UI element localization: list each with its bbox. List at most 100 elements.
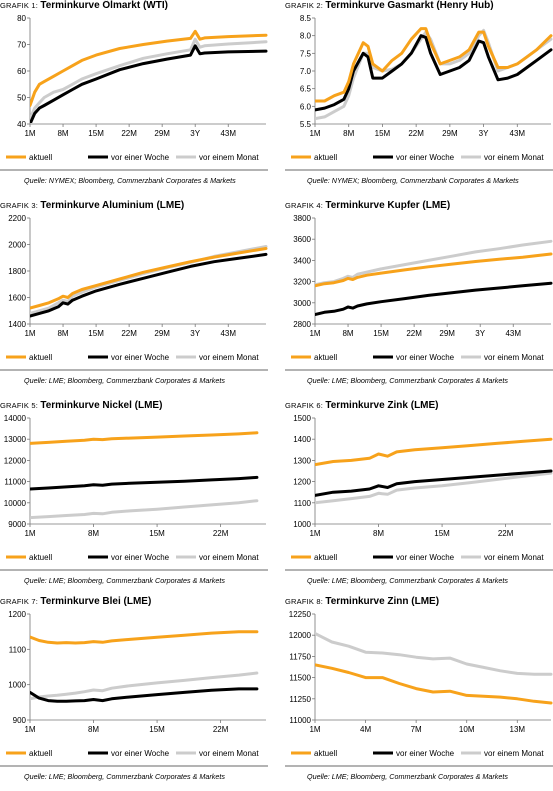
x-tick-label: 1M [24, 529, 35, 538]
series-woche-line [315, 281, 553, 316]
y-tick-label: 1100 [294, 499, 312, 508]
series-woche-line [30, 475, 259, 491]
legend-label: vor einem Monat [199, 553, 259, 562]
chart-svg: 1400 1600 1800 2000 2200 1M 8M 15M 22M 29M 3Y 43M ak… [6, 214, 268, 362]
y-tick-label: 3400 [293, 256, 311, 265]
y-tick-label: 900 [13, 716, 27, 725]
chart-panel-6: GRAFIK 6: Terminkurve Zink (LME) 1000 1100… [285, 400, 553, 595]
legend-label: aktuell [29, 153, 52, 162]
x-tick-label: 15M [434, 529, 450, 538]
x-tick-label: 3Y [190, 129, 200, 138]
legend-label: aktuell [29, 553, 52, 562]
chart-svg: 9000 10000 11000 12000 13000 14000 1M 8M 15M 22M a… [4, 414, 266, 562]
x-tick-label: 1M [309, 329, 320, 338]
separator-rule [0, 765, 268, 767]
chart-title: GRAFIK 5: Terminkurve Nickel (LME) [0, 400, 162, 411]
y-tick-label: 1100 [9, 645, 27, 654]
figure-label: GRAFIK 8: [285, 597, 326, 606]
legend-label: vor einem Monat [484, 749, 544, 758]
source-note: Quelle: LME; Bloomberg, Commerzbank Corp… [307, 376, 508, 385]
x-tick-label: 1M [24, 129, 35, 138]
x-tick-label: 43M [220, 129, 236, 138]
x-tick-label: 22M [406, 329, 422, 338]
legend-label: aktuell [314, 749, 337, 758]
source-note: Quelle: NYMEX; Bloomberg, Commerzbank Co… [307, 176, 519, 185]
x-tick-label: 7M [411, 725, 422, 734]
y-tick-label: 14000 [4, 414, 27, 423]
y-tick-label: 7.0 [300, 67, 312, 76]
legend-label: vor einem Monat [484, 153, 544, 162]
figure-label: GRAFIK 5: [0, 401, 41, 410]
chart-title: GRAFIK 8: Terminkurve Zinn (LME) [285, 596, 439, 607]
x-tick-label: 29M [154, 129, 170, 138]
legend-label: vor einem Monat [199, 749, 259, 758]
x-tick-label: 3Y [475, 329, 485, 338]
series-aktuell-line [30, 431, 259, 445]
y-tick-label: 13000 [4, 435, 27, 444]
y-tick-label: 1300 [293, 456, 311, 465]
x-tick-label: 1M [24, 725, 35, 734]
chart-panel-3: GRAFIK 3: Terminkurve Aluminium (LME) 140… [0, 200, 268, 395]
y-tick-label: 1400 [293, 435, 311, 444]
x-tick-label: 22M [408, 129, 424, 138]
chart-panel-5: GRAFIK 5: Terminkurve Nickel (LME) 9000 10… [0, 400, 268, 595]
x-tick-label: 15M [375, 129, 391, 138]
chart-title: GRAFIK 6: Terminkurve Zink (LME) [285, 400, 439, 411]
source-note: Quelle: LME; Bloomberg, Commerzbank Corp… [24, 772, 225, 781]
x-tick-label: 43M [505, 329, 521, 338]
x-tick-label: 15M [88, 329, 104, 338]
x-tick-label: 15M [149, 529, 165, 538]
figure-label: GRAFIK 7: [0, 597, 41, 606]
chart-panel-7: GRAFIK 7: Terminkurve Blei (LME) 900 1000 1… [0, 596, 268, 791]
y-tick-label: 5.5 [300, 120, 312, 129]
figure-label: GRAFIK 3: [0, 201, 41, 210]
title-text: Terminkurve Blei (LME) [40, 596, 152, 607]
x-tick-label: 3Y [479, 129, 489, 138]
y-tick-label: 8.5 [300, 14, 312, 23]
series-monat-line [30, 499, 259, 520]
x-tick-label: 1M [24, 329, 35, 338]
y-tick-label: 1200 [8, 610, 26, 619]
series-aktuell-line [30, 630, 259, 645]
chart-svg: 40 50 60 70 80 1M 8M 15M 22M 29M 3Y 43M aktuell vor e… [6, 14, 268, 162]
title-text: Terminkurve Nickel (LME) [40, 400, 163, 411]
y-tick-label: 11000 [4, 478, 26, 487]
x-tick-label: 22M [121, 129, 137, 138]
x-tick-label: 3Y [190, 329, 200, 338]
figure-label: GRAFIK 6: [285, 401, 326, 410]
series-aktuell-line [315, 27, 553, 103]
series-woche-line [315, 721, 551, 724]
y-tick-label: 50 [17, 94, 26, 103]
legend-label: vor einer Woche [396, 749, 455, 758]
series-woche-line [30, 44, 268, 123]
y-tick-label: 40 [17, 120, 26, 129]
separator-rule [0, 169, 268, 171]
source-note: Quelle: LME; Bloomberg, Commerzbank Corp… [24, 576, 225, 585]
series-monat-line [315, 239, 553, 287]
x-tick-label: 8M [88, 725, 99, 734]
separator-rule [0, 369, 268, 371]
series-woche-line [315, 34, 553, 112]
title-text: Terminkurve Zink (LME) [325, 400, 439, 411]
legend-label: vor einer Woche [111, 749, 170, 758]
x-tick-label: 8M [57, 329, 68, 338]
legend-label: vor einer Woche [396, 153, 455, 162]
legend-label: vor einer Woche [111, 153, 170, 162]
y-tick-label: 80 [17, 14, 26, 23]
figure-label: GRAFIK 2: [285, 1, 326, 10]
source-note: Quelle: NYMEX; Bloomberg, Commerzbank Co… [24, 176, 236, 185]
y-tick-label: 9000 [8, 520, 26, 529]
x-tick-label: 10M [459, 725, 475, 734]
title-text: Terminkurve Kupfer (LME) [325, 200, 451, 211]
legend-label: vor einer Woche [111, 553, 170, 562]
y-tick-label: 1500 [293, 414, 311, 423]
y-tick-label: 8.0 [300, 32, 312, 41]
chart-svg: 1000 1100 1200 1300 1400 1500 1M 8M 15M 22M aktuel… [291, 414, 553, 562]
y-tick-label: 10000 [4, 499, 27, 508]
y-tick-label: 2800 [293, 320, 311, 329]
x-tick-label: 8M [373, 529, 384, 538]
y-tick-label: 3200 [293, 278, 311, 287]
series-aktuell-line [315, 252, 553, 288]
y-tick-label: 12000 [289, 631, 312, 640]
legend-label: aktuell [314, 553, 337, 562]
